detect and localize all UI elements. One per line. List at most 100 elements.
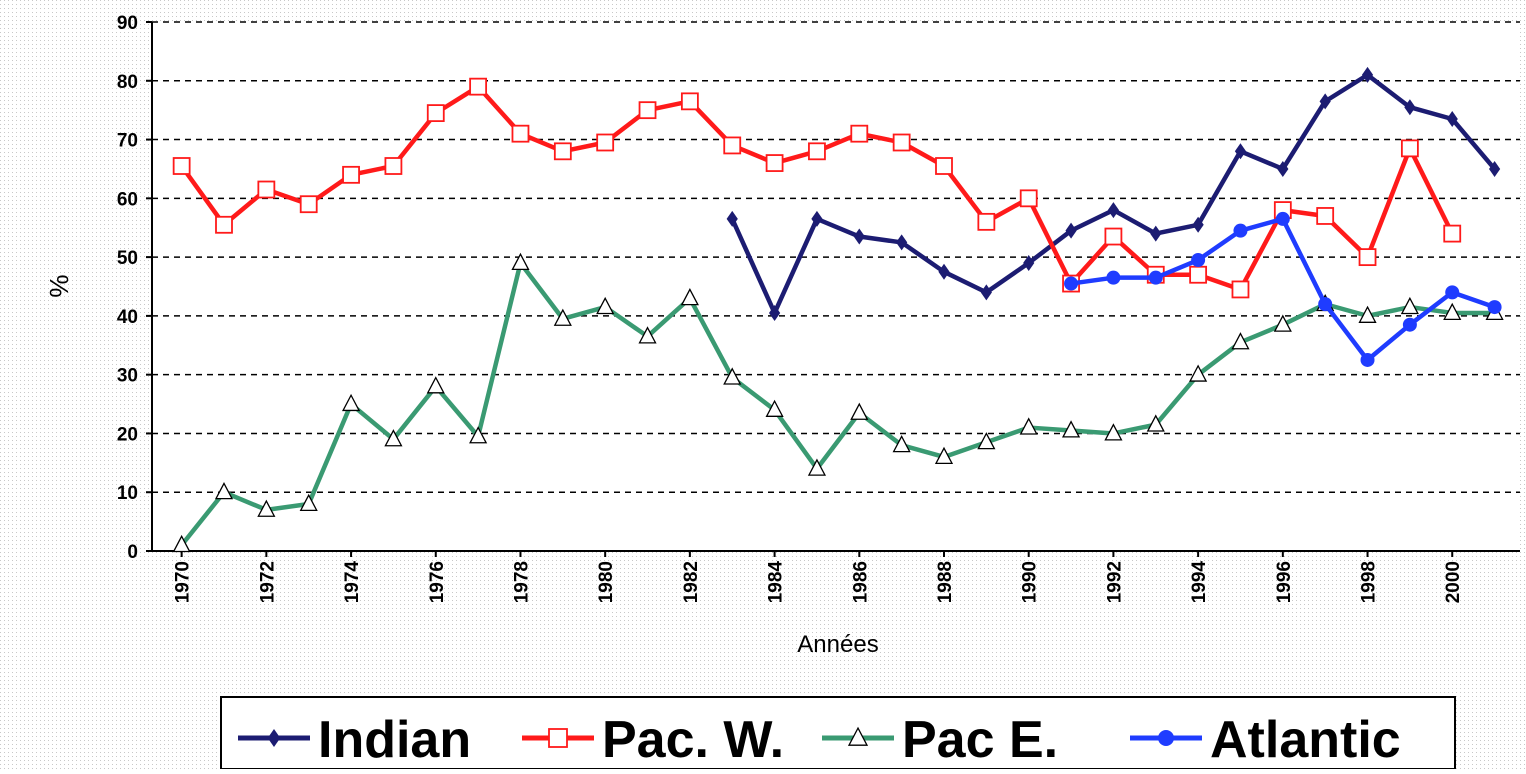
- marker: [938, 263, 950, 280]
- marker: [341, 393, 361, 412]
- x-tick-label: 1996: [1274, 561, 1295, 603]
- marker: [1316, 207, 1335, 225]
- marker: [723, 136, 742, 155]
- marker: [553, 308, 572, 326]
- marker: [596, 133, 615, 152]
- marker: [1148, 270, 1163, 285]
- x-tick-label: 1972: [257, 561, 278, 603]
- legend-label: Pac E.: [902, 711, 1058, 769]
- marker: [384, 429, 403, 447]
- marker: [553, 142, 572, 161]
- y-tick-label: 40: [117, 307, 138, 328]
- marker: [977, 432, 996, 450]
- marker: [1158, 730, 1174, 746]
- marker: [1234, 143, 1247, 160]
- marker: [1061, 420, 1081, 438]
- marker: [511, 124, 530, 143]
- marker: [1318, 297, 1333, 312]
- marker: [1446, 110, 1458, 127]
- marker: [1443, 302, 1462, 320]
- marker: [853, 228, 865, 245]
- marker: [469, 77, 488, 96]
- marker: [1487, 300, 1502, 315]
- marker: [1107, 202, 1120, 219]
- marker: [1402, 317, 1417, 332]
- marker: [726, 210, 738, 227]
- x-tick-label: 1978: [511, 561, 532, 603]
- marker: [1400, 139, 1419, 158]
- marker: [1189, 265, 1208, 284]
- marker: [765, 399, 784, 417]
- marker: [1233, 223, 1248, 238]
- marker: [342, 165, 360, 184]
- marker: [1319, 93, 1331, 110]
- y-tick-label: 30: [117, 366, 138, 387]
- marker: [1023, 254, 1035, 271]
- marker: [680, 92, 699, 111]
- marker: [548, 728, 568, 748]
- marker: [1146, 414, 1165, 432]
- marker: [172, 157, 191, 175]
- marker: [1231, 280, 1250, 299]
- legend-label: Atlantic: [1210, 711, 1401, 769]
- marker: [1019, 189, 1038, 208]
- marker: [1445, 285, 1460, 300]
- marker: [977, 212, 996, 231]
- marker: [765, 154, 784, 172]
- marker: [892, 133, 911, 152]
- marker: [1358, 248, 1377, 267]
- marker: [257, 180, 276, 199]
- x-tick-label: 1970: [173, 561, 194, 603]
- marker: [426, 104, 445, 123]
- y-axis-label: %: [44, 274, 74, 297]
- marker: [808, 142, 826, 161]
- legend-label: Indian: [318, 711, 471, 769]
- x-tick-label: 1992: [1104, 561, 1125, 603]
- marker: [511, 252, 530, 271]
- marker: [847, 726, 869, 746]
- y-tick-label: 10: [117, 483, 138, 504]
- marker: [1273, 314, 1292, 332]
- x-tick-label: 2000: [1443, 561, 1464, 603]
- marker: [215, 215, 233, 234]
- marker: [1400, 296, 1419, 315]
- marker: [1443, 224, 1462, 243]
- marker: [1361, 66, 1374, 83]
- x-tick-label: 1998: [1359, 561, 1380, 603]
- y-tick-label: 50: [117, 248, 138, 269]
- y-tick-label: 90: [117, 13, 138, 34]
- marker: [680, 288, 699, 306]
- marker: [1065, 222, 1077, 239]
- marker: [1360, 352, 1375, 367]
- x-tick-label: 1974: [342, 561, 363, 604]
- marker: [267, 729, 281, 747]
- marker: [768, 304, 781, 321]
- legend-label: Pac. W.: [602, 711, 784, 769]
- marker: [1404, 99, 1416, 116]
- marker: [1488, 160, 1501, 177]
- marker: [896, 234, 908, 251]
- marker: [1150, 225, 1162, 242]
- marker: [1191, 253, 1206, 268]
- x-tick-label: 1982: [681, 561, 702, 603]
- marker: [1358, 305, 1377, 323]
- y-tick-label: 60: [117, 189, 138, 210]
- y-tick-label: 80: [117, 72, 138, 93]
- marker: [1192, 216, 1204, 233]
- marker: [934, 446, 954, 465]
- marker: [1277, 160, 1289, 177]
- marker: [807, 458, 827, 476]
- marker: [1064, 276, 1079, 291]
- marker: [1231, 332, 1250, 350]
- marker: [299, 493, 318, 512]
- marker: [811, 210, 823, 227]
- marker: [299, 195, 318, 214]
- marker: [384, 157, 403, 175]
- x-tick-label: 1986: [850, 561, 871, 603]
- y-tick-label: 20: [117, 424, 138, 445]
- marker: [980, 284, 992, 301]
- x-tick-label: 1984: [766, 561, 787, 604]
- marker: [596, 296, 615, 315]
- x-tick-label: 1976: [427, 561, 448, 603]
